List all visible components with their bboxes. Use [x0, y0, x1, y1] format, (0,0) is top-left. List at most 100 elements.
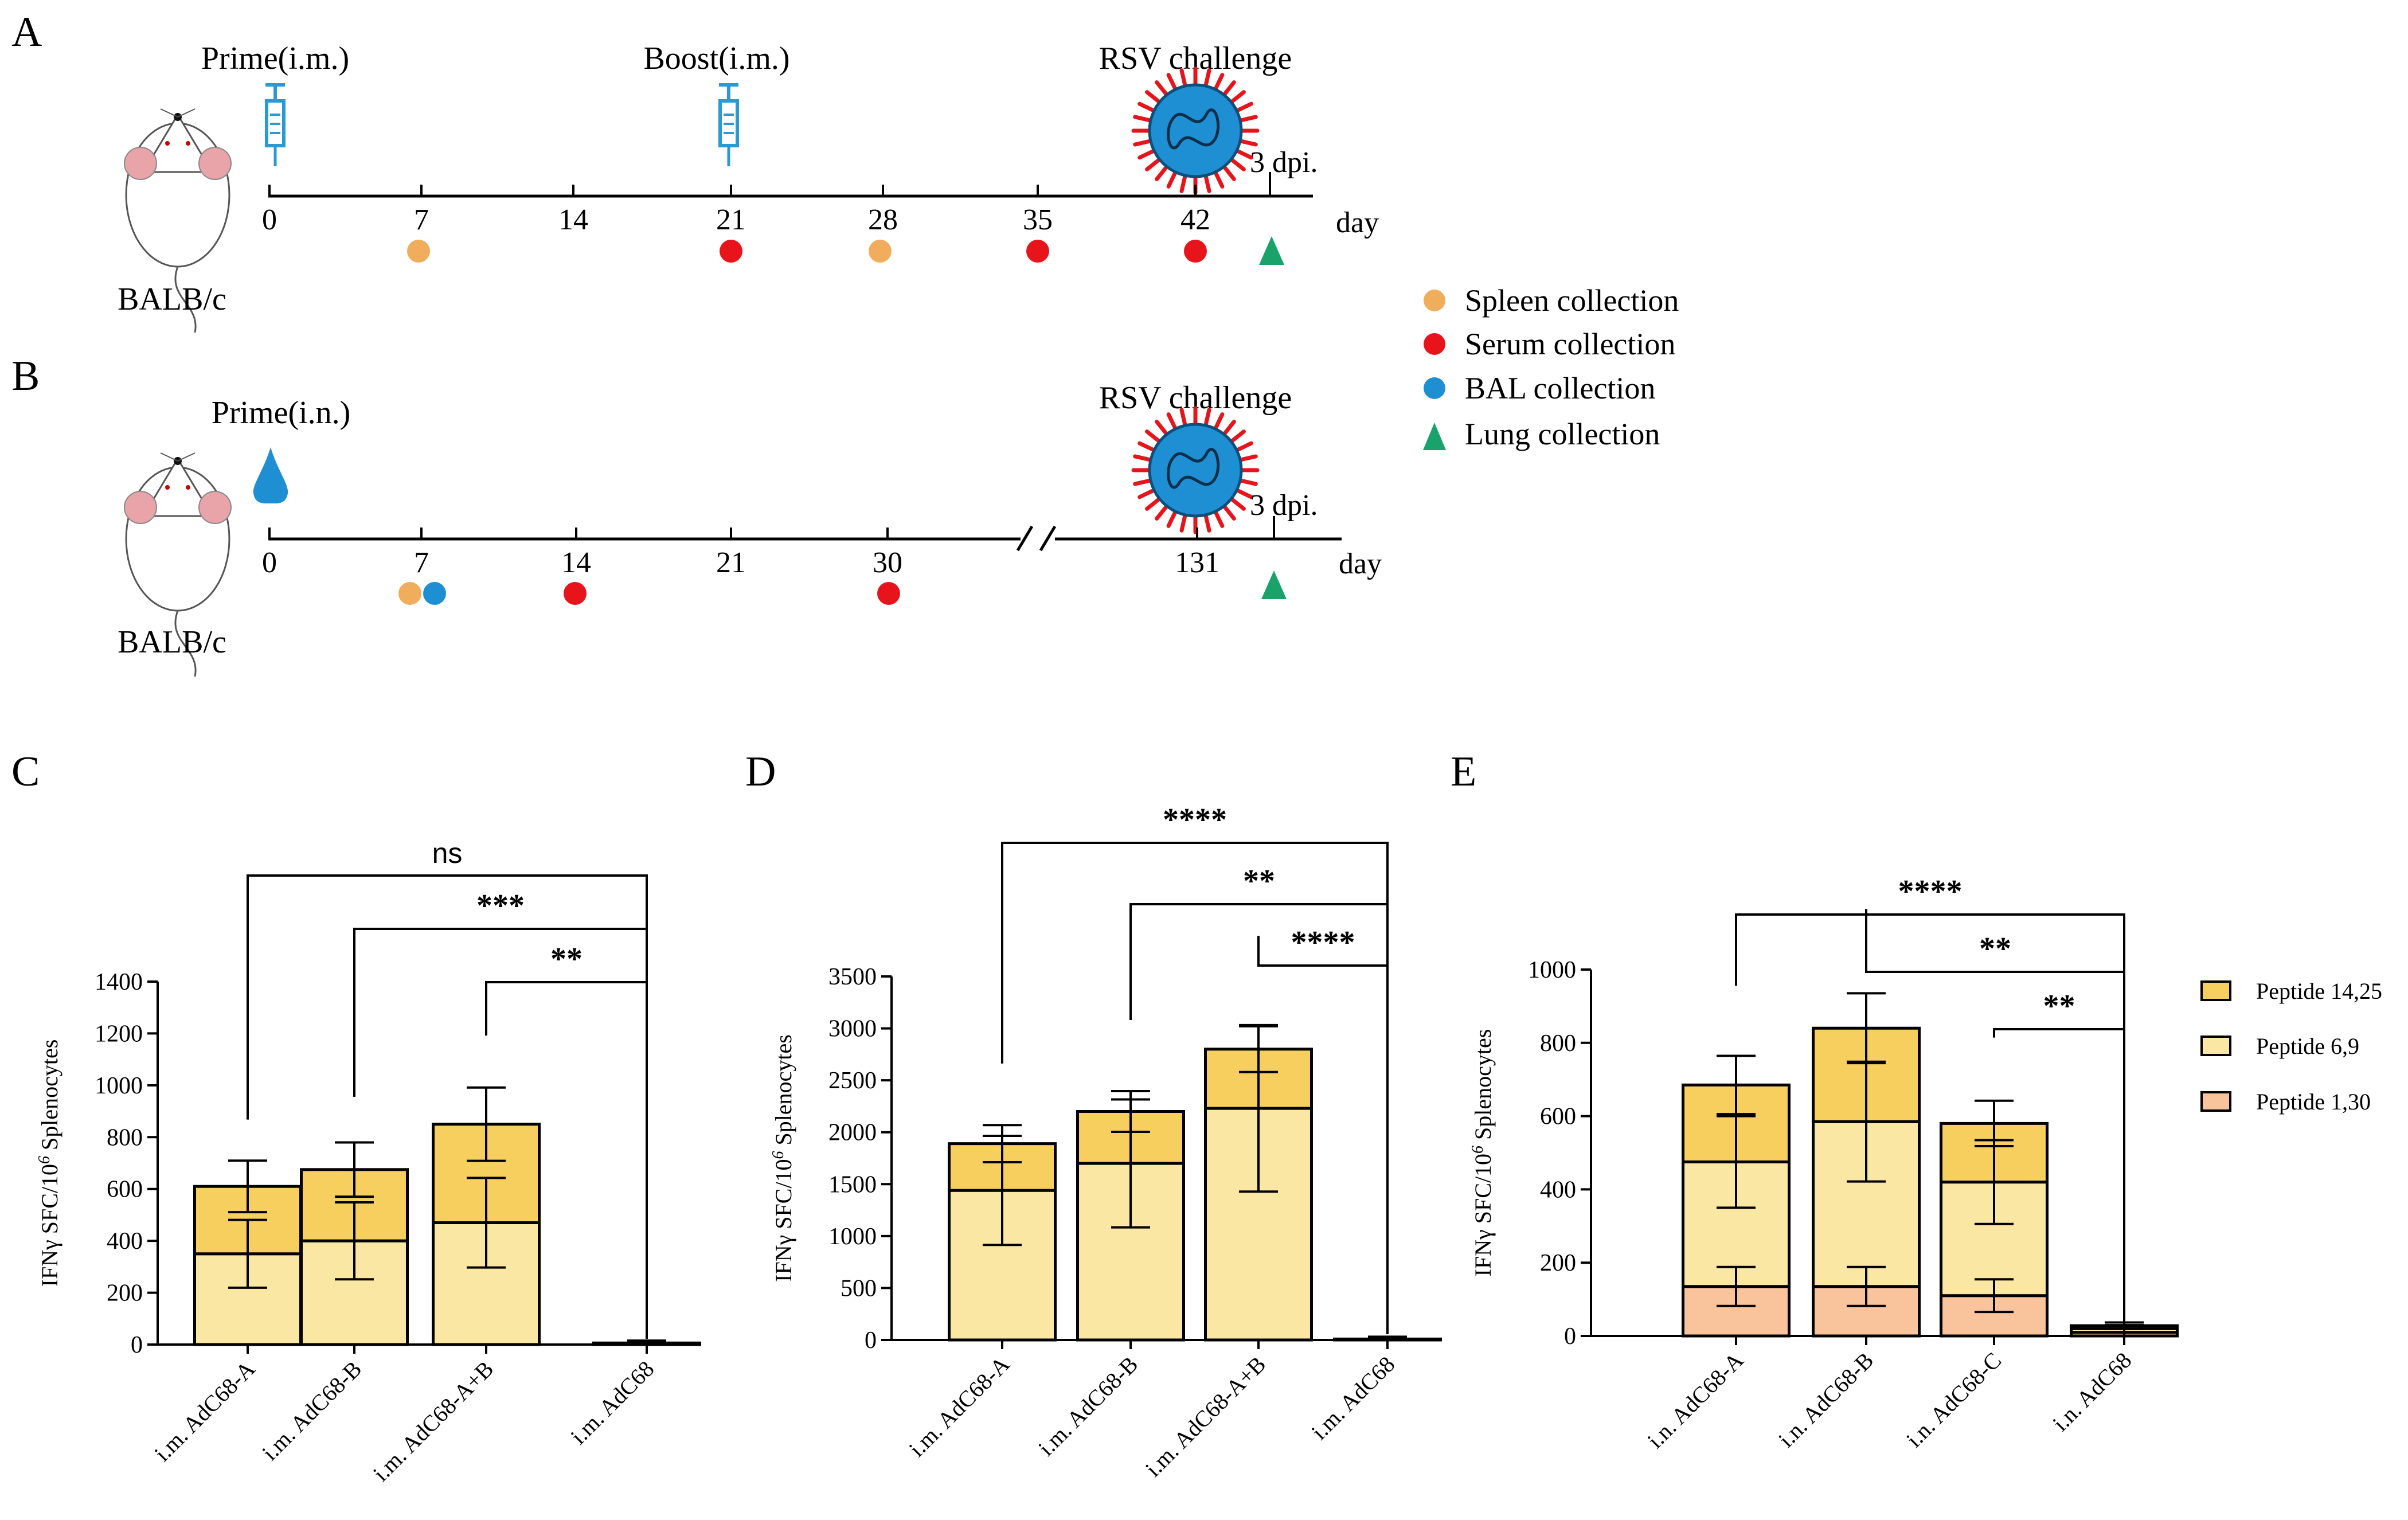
- virus-spike: [1155, 80, 1170, 98]
- serum-marker: [877, 582, 900, 605]
- spleen-marker: [398, 582, 421, 605]
- collection-legend: Spleen collection Serum collection BAL c…: [1423, 283, 1679, 451]
- axis-break-icon: [1016, 525, 1057, 552]
- significance-label: ****: [1163, 802, 1227, 838]
- serum-marker: [720, 240, 742, 263]
- x-tick-label: i.n. AdC68: [2047, 1347, 2136, 1436]
- mouse-icon: [124, 452, 232, 677]
- significance-label: ****: [1291, 925, 1355, 960]
- x-tick-label: i.m. AdC68: [1306, 1351, 1400, 1445]
- spleen-legend-icon: [1424, 290, 1445, 311]
- tick-label: 28: [868, 204, 898, 236]
- tick-label: 7: [414, 546, 429, 579]
- y-tick-label: 1200: [95, 1021, 143, 1047]
- lung-legend-icon: [1423, 423, 1446, 450]
- x-tick-label: i.m. AdC68: [565, 1356, 659, 1449]
- y-tick-label: 0: [131, 1332, 143, 1358]
- tick-label: 35: [1023, 204, 1053, 236]
- significance-label: ns: [432, 837, 463, 869]
- spleen-marker: [407, 240, 430, 263]
- error-bar: [1838, 992, 1895, 1065]
- error-bar: [1838, 1265, 1895, 1307]
- y-tick-label: 800: [107, 1124, 143, 1151]
- y-axis-label: IFNγ SFC/106 Splenocytes: [36, 1040, 62, 1287]
- y-tick-label: 0: [1564, 1323, 1576, 1350]
- virus-spike: [1233, 148, 1253, 160]
- x-tick-label: i.n. AdC68-A: [1642, 1347, 1748, 1453]
- tick-label: 14: [558, 204, 588, 236]
- significance-label: **: [2043, 988, 2075, 1024]
- panel-label-b: B: [11, 353, 40, 400]
- prime-label-b: Prime(i.n.): [212, 395, 351, 431]
- error-bar: [1707, 1265, 1765, 1307]
- y-axis-label: IFNγ SFC/106 Splenocytes: [769, 1034, 796, 1282]
- y-tick-label: 3000: [828, 1016, 877, 1042]
- virus-spike: [1233, 441, 1253, 453]
- syringe-icon: [265, 83, 286, 166]
- virus-spike: [1133, 138, 1154, 147]
- virus-spike: [1221, 80, 1236, 98]
- panel-label-e: E: [1451, 748, 1476, 795]
- y-tick-label: 1000: [828, 1224, 877, 1250]
- significance-bracket: ***: [353, 888, 648, 1339]
- virus-spike: [1133, 115, 1154, 123]
- error-bar: [458, 1177, 515, 1269]
- chart-d: 0 500 1000 1500 2000 2500 3000 3500 IFNγ SFC/106…: [769, 802, 1442, 1482]
- y-tick-label: 800: [1540, 1030, 1576, 1057]
- y-tick-label: 500: [841, 1275, 877, 1302]
- y-tick-label: 200: [107, 1280, 143, 1307]
- legend-spleen: Spleen collection: [1465, 283, 1679, 318]
- nasal-drop-icon: [253, 447, 288, 504]
- serum-legend-icon: [1424, 333, 1445, 355]
- virus-spike: [1228, 90, 1246, 105]
- x-tick-label: i.m. AdC68-B: [1033, 1351, 1143, 1461]
- significance-label: **: [1979, 931, 2011, 967]
- virus-spike: [1145, 157, 1163, 171]
- mouse-icon: [124, 108, 232, 333]
- timeline-ticks-a: [268, 172, 1271, 196]
- tick-label: 7: [414, 204, 429, 236]
- virus-spike: [1133, 478, 1154, 486]
- error-bar: [326, 1141, 383, 1198]
- error-bar: [1838, 1060, 1895, 1183]
- virus-spike: [1179, 172, 1188, 193]
- dpi-label-a: 3 dpi.: [1250, 146, 1318, 179]
- legend-item: Peptide 6,9: [2256, 1033, 2359, 1059]
- virus-spike: [1166, 169, 1178, 189]
- virus-spike: [1137, 441, 1158, 453]
- virus-spike: [1233, 487, 1253, 499]
- legend-lung: Lung collection: [1465, 417, 1660, 451]
- panel-label-d: D: [745, 748, 776, 795]
- virus-spike: [1233, 101, 1253, 114]
- significance-label: **: [1243, 863, 1275, 899]
- virus-spike: [1221, 163, 1236, 181]
- y-tick-label: 400: [1540, 1177, 1576, 1203]
- y-tick-label: 1000: [95, 1073, 143, 1099]
- virus-spike: [1213, 412, 1225, 432]
- x-tick-label: i.m. AdC68-A: [904, 1351, 1014, 1462]
- virus-spike: [1166, 73, 1178, 93]
- y-tick-label: 2000: [828, 1120, 877, 1146]
- significance-bracket: **: [485, 941, 648, 1339]
- mouse-label-b: BALB/c: [118, 624, 226, 660]
- legend-swatch-p130: [2200, 1091, 2231, 1112]
- chart-c: 0 200 400 600 800 1000 1200 1400 IFNγ SFC/106 Sp…: [36, 837, 701, 1486]
- tick-label: 42: [1180, 204, 1210, 236]
- x-tick-label: i.n. AdC68-C: [1901, 1347, 2006, 1452]
- virus-spike: [1221, 420, 1236, 437]
- bal-legend-icon: [1424, 377, 1445, 399]
- x-tick-label: i.m. AdC68-A+B: [1140, 1351, 1271, 1482]
- virus-icon: [1131, 67, 1260, 195]
- y-axis-label: IFNγ SFC/106 Splenocytes: [1469, 1029, 1496, 1277]
- error-bar: [458, 1086, 515, 1162]
- virus-spike: [1137, 487, 1158, 499]
- virus-spike: [1228, 496, 1246, 511]
- significance-label: ***: [476, 888, 525, 924]
- significance-bracket: ****: [1001, 802, 1389, 1334]
- virus-spike: [1155, 503, 1170, 521]
- serum-marker: [564, 582, 587, 605]
- virus-spike: [1145, 429, 1163, 444]
- tick-label: 21: [716, 204, 746, 236]
- tick-label: 30: [873, 546, 902, 579]
